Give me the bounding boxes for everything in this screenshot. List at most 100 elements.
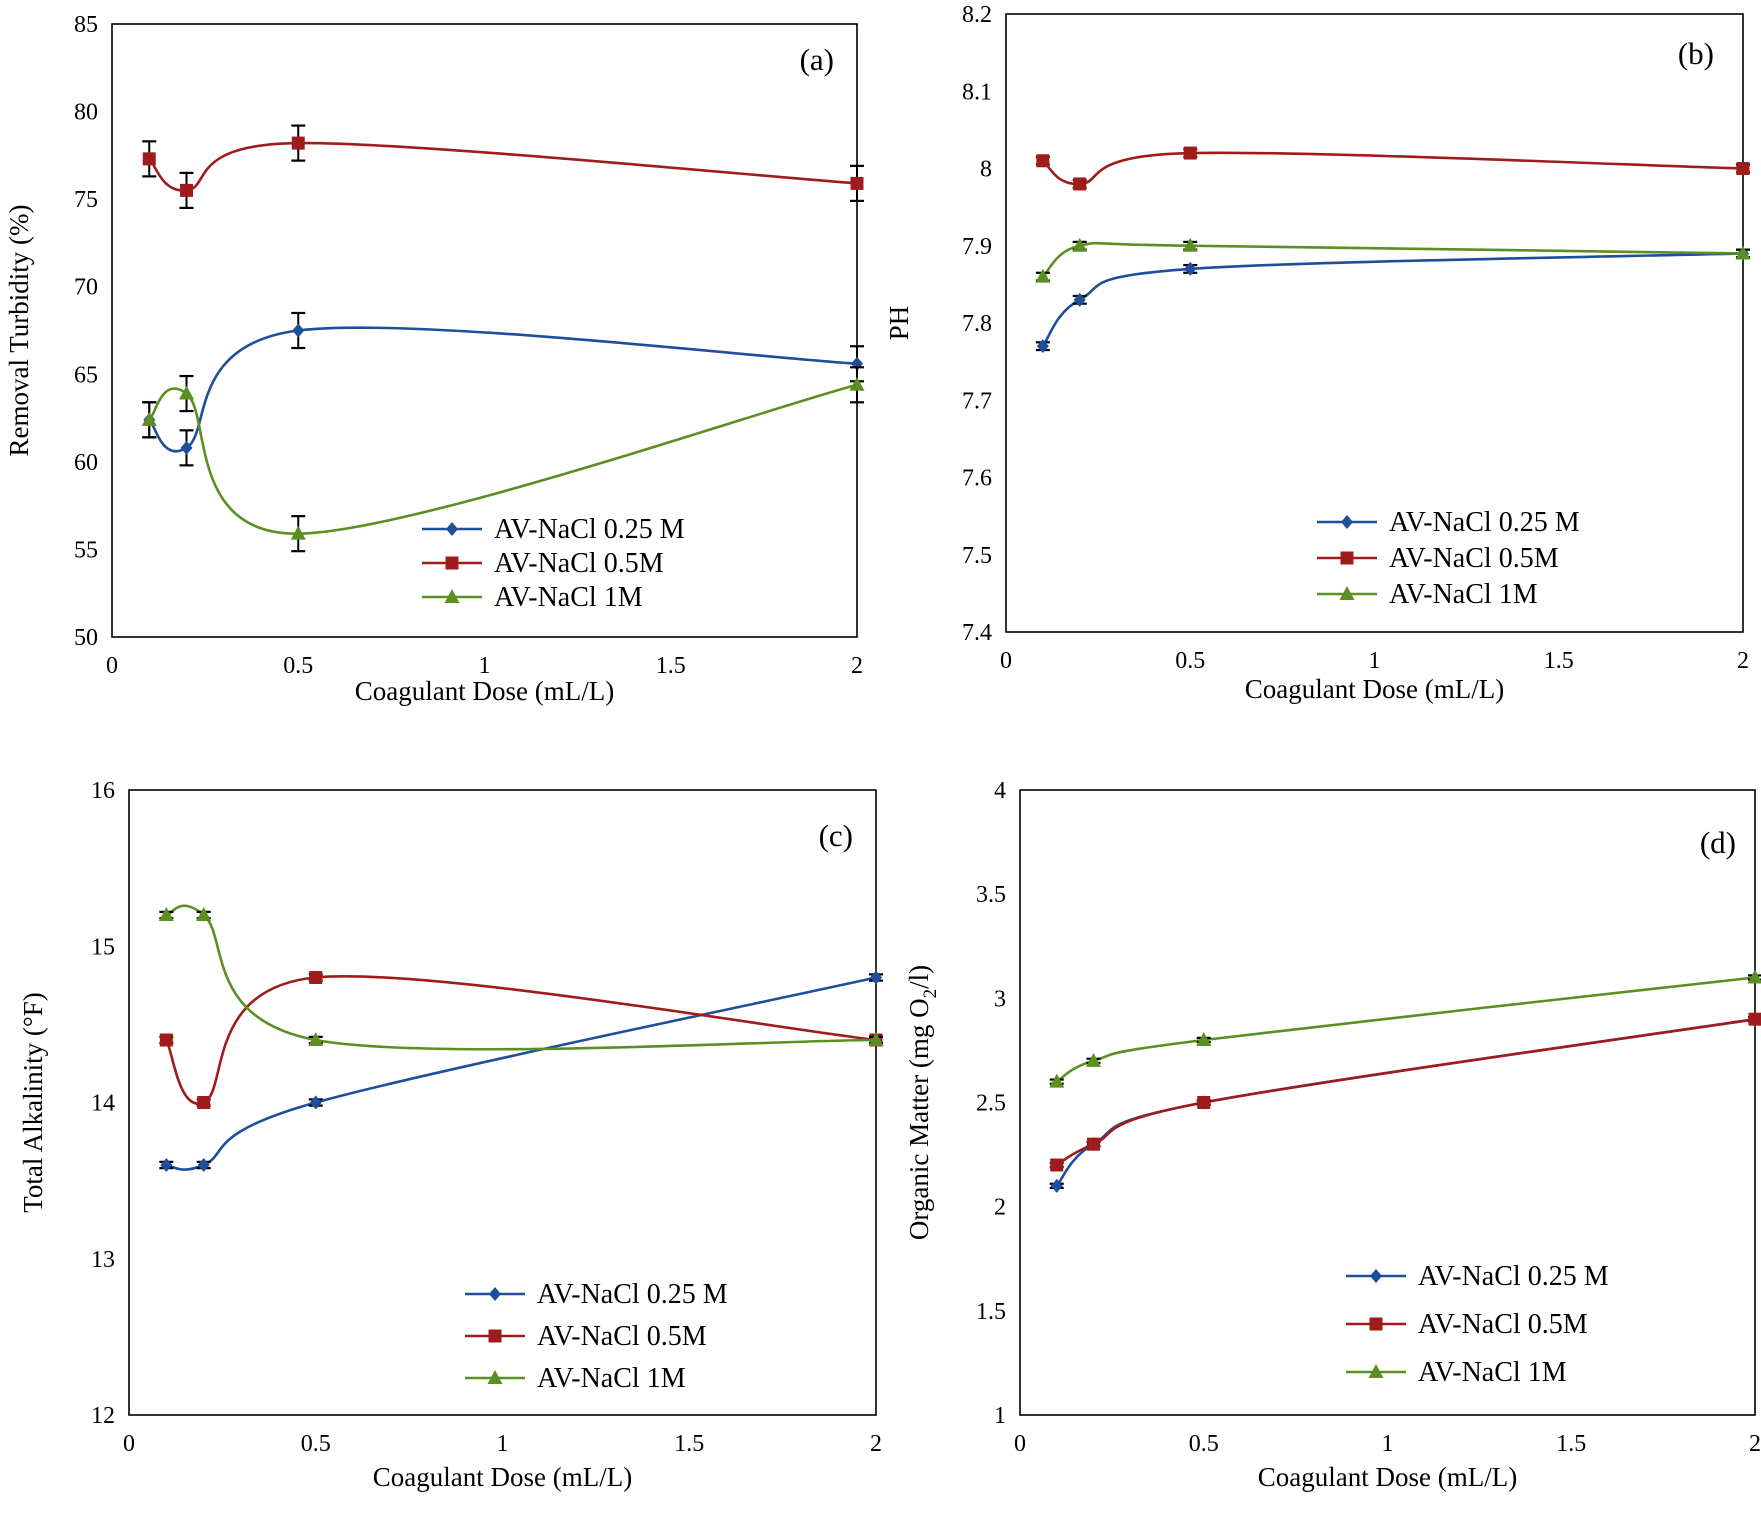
- data-point-marker: [1735, 245, 1751, 260]
- data-point-marker: [1035, 268, 1051, 283]
- series-1: [159, 970, 883, 1172]
- series-3: [1049, 969, 1761, 1088]
- series-line: [166, 976, 877, 1171]
- y-tick-label: 70: [74, 275, 98, 301]
- chart-panel-1: 0 0.5 1 1.5 2 50 55 60 65 70 75 80 85 Coagulant Dose …: [4, 12, 865, 706]
- legend-marker: [1339, 586, 1355, 600]
- series-line: [1056, 1017, 1756, 1167]
- series-2: [159, 971, 883, 1109]
- legend-label: AV-NaCl 0.25 M: [1389, 507, 1580, 538]
- x-tick-label: 1.5: [674, 1431, 704, 1457]
- data-point-marker: [1087, 1137, 1100, 1151]
- legend-label: AV-NaCl 0.5M: [1389, 543, 1559, 574]
- data-point-marker: [1196, 1032, 1212, 1046]
- y-tick-label: 7.9: [962, 234, 992, 260]
- panel-label: (c): [819, 818, 853, 853]
- x-tick-label: 0: [1014, 1431, 1026, 1457]
- series-line: [1041, 252, 1744, 347]
- legend-label: AV-NaCl 1M: [537, 1363, 686, 1394]
- data-point-marker: [197, 1096, 211, 1109]
- data-point-marker: [180, 183, 193, 197]
- data-point-marker: [1184, 261, 1197, 276]
- y-axis-title-units: /l): [904, 965, 934, 989]
- y-axis-title-main: Organic Matter (mg O: [904, 998, 934, 1240]
- x-tick-label: 1: [497, 1431, 509, 1457]
- data-point-marker: [1736, 162, 1750, 175]
- y-tick-label: 4: [994, 778, 1006, 804]
- y-axis-title: PH: [884, 306, 914, 341]
- y-tick-label: 2: [994, 1195, 1006, 1221]
- series-1: [142, 311, 864, 467]
- y-axis-title: Total Alkalinity (°F): [18, 992, 48, 1212]
- panel-label: (b): [1678, 36, 1714, 71]
- data-point-marker: [1183, 146, 1197, 160]
- legend-label: AV-NaCl 0.25 M: [494, 514, 685, 545]
- y-tick-label: 50: [74, 625, 98, 651]
- y-tick-label: 2.5: [976, 1091, 1006, 1117]
- legend-marker: [1370, 1269, 1382, 1283]
- series-2: [142, 124, 864, 209]
- y-tick-label: 1: [994, 1403, 1006, 1429]
- data-point-marker: [141, 411, 157, 426]
- chart-panel-4: 0 0.5 1 1.5 2 1 1.5 2 2.5 3 3.5 4 Coagulant Dose (mL…: [904, 778, 1761, 1492]
- y-tick-label: 75: [74, 187, 98, 213]
- y-tick-label: 55: [74, 537, 98, 563]
- x-tick-label: 0: [106, 653, 118, 679]
- legend-marker: [1340, 551, 1354, 565]
- panel-label: (a): [800, 42, 834, 77]
- legend-label: AV-NaCl 0.25 M: [537, 1279, 728, 1310]
- x-tick-label: 1.5: [1556, 1431, 1586, 1457]
- series-line: [148, 383, 858, 535]
- data-point-marker: [309, 1095, 322, 1110]
- x-tick-label: 2: [1749, 1431, 1761, 1457]
- plot-frame: [111, 23, 858, 638]
- plot-frame: [1005, 13, 1744, 633]
- series-line: [1056, 976, 1756, 1083]
- chart-panel-2: 0 0.5 1 1.5 2 7.4 7.5 7.6 7.7 7.8 7.9 8 8.1 8.2 Coagul…: [884, 2, 1751, 704]
- series-1: [1049, 1012, 1761, 1193]
- x-axis-title: Coagulant Dose (mL/L): [373, 1462, 632, 1492]
- x-tick-label: 2: [870, 1431, 882, 1457]
- legend-label: AV-NaCl 1M: [494, 582, 643, 613]
- y-tick-label: 3.5: [976, 882, 1006, 908]
- panel-label: (d): [1700, 825, 1736, 860]
- x-tick-label: 0: [123, 1431, 135, 1457]
- y-axis-title-subscript: 2: [920, 989, 941, 999]
- legend-label: AV-NaCl 1M: [1418, 1357, 1567, 1388]
- x-tick-label: 0.5: [1189, 1431, 1219, 1457]
- data-point-marker: [868, 1032, 884, 1046]
- legend-label: AV-NaCl 0.5M: [1418, 1309, 1588, 1340]
- data-point-marker: [1747, 969, 1761, 984]
- series-1: [1035, 246, 1750, 354]
- x-tick-label: 1: [1382, 1431, 1394, 1457]
- data-point-marker: [1036, 154, 1050, 168]
- series-line: [1055, 1017, 1756, 1187]
- data-point-marker: [1050, 1178, 1063, 1193]
- y-tick-label: 7.6: [962, 466, 992, 492]
- data-point-marker: [1073, 292, 1086, 307]
- data-point-marker: [849, 376, 865, 391]
- series-line: [165, 904, 877, 1051]
- y-axis-title: Organic Matter (mg O2/l): [904, 965, 941, 1240]
- data-point-marker: [1197, 1096, 1211, 1109]
- data-point-marker: [309, 971, 323, 984]
- x-axis-title: Coagulant Dose (mL/L): [355, 676, 614, 706]
- data-point-marker: [1182, 237, 1198, 252]
- y-tick-label: 14: [91, 1091, 115, 1117]
- data-point-marker: [291, 136, 305, 150]
- data-point-marker: [180, 440, 193, 455]
- x-tick-label: 1.5: [1544, 648, 1574, 674]
- y-tick-label: 65: [74, 362, 98, 388]
- series-3: [1035, 237, 1751, 283]
- y-tick-label: 3: [994, 986, 1006, 1012]
- data-point-marker: [196, 907, 212, 921]
- legend-label: AV-NaCl 1M: [1389, 579, 1538, 610]
- data-point-marker: [1050, 1158, 1064, 1172]
- data-point-marker: [1748, 1012, 1761, 1026]
- x-tick-label: 2: [1737, 648, 1749, 674]
- x-tick-label: 1: [479, 653, 491, 679]
